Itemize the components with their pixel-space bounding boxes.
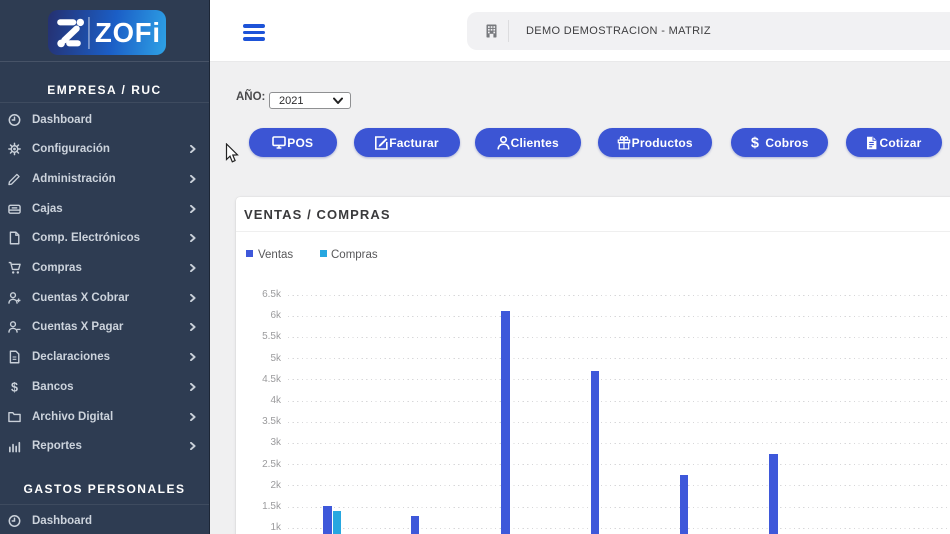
svg-text:$: $ bbox=[751, 136, 759, 151]
svg-text:$: $ bbox=[11, 380, 18, 393]
